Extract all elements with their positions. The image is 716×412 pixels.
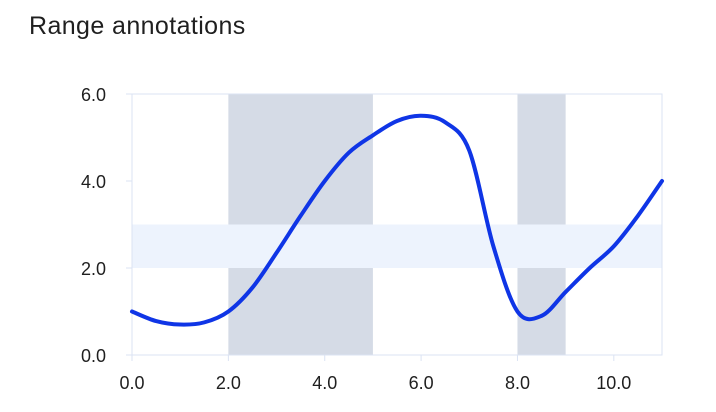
x-tick-label-0: 0.0 [119,373,144,393]
y-range-band-0 [132,224,662,268]
x-tick-label-4: 8.0 [505,373,530,393]
y-tick-label-3: 6.0 [81,85,106,105]
y-tick-label-2: 4.0 [81,172,106,192]
x-tick-label-3: 6.0 [409,373,434,393]
y-tick-label-1: 2.0 [81,259,106,279]
plot-frame [131,93,663,356]
x-y-overlap-band-0 [228,224,373,268]
x-tick-label-2: 4.0 [312,373,337,393]
x-y-overlap-band-1 [517,224,566,268]
chart-title: Range annotations [29,12,246,40]
x-tick-label-1: 2.0 [216,373,241,393]
y-tick-label-0: 0.0 [81,346,106,366]
x-tick-label-5: 10.0 [596,373,631,393]
series-line [130,113,664,327]
